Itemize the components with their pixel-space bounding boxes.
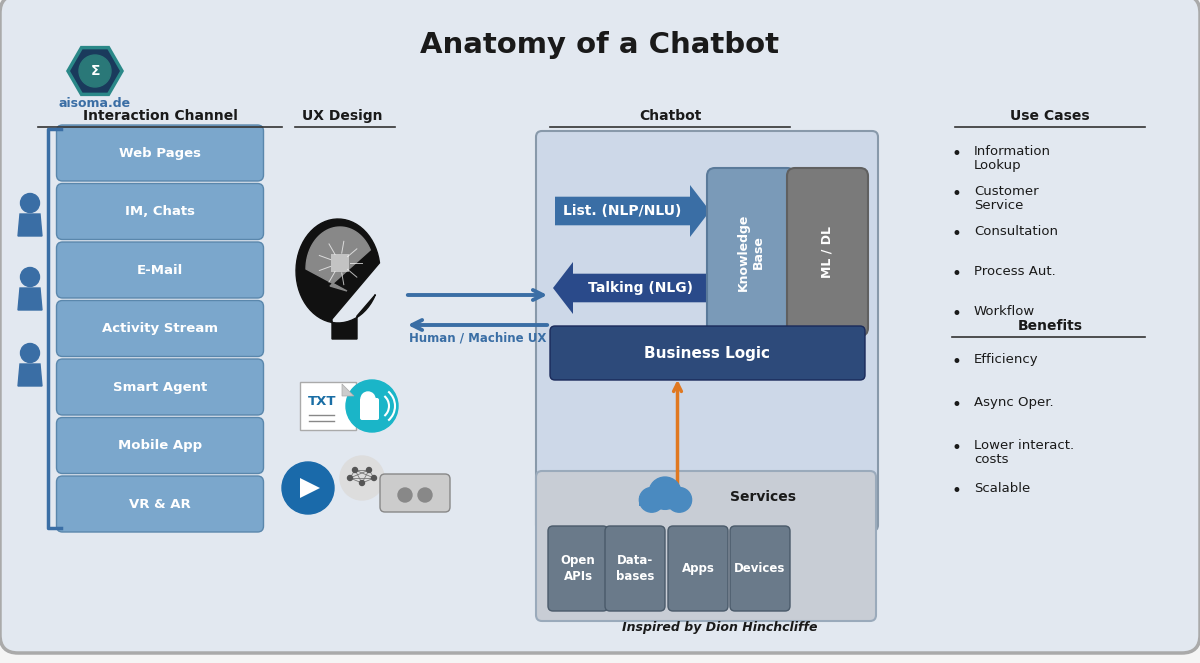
Text: Use Cases: Use Cases: [1010, 109, 1090, 123]
Text: List. (NLP/NLU): List. (NLP/NLU): [563, 204, 682, 218]
Text: Web Pages: Web Pages: [119, 147, 202, 160]
Text: Open
APIs: Open APIs: [560, 554, 595, 583]
FancyBboxPatch shape: [331, 254, 349, 272]
FancyBboxPatch shape: [56, 300, 264, 357]
Text: TXT: TXT: [307, 394, 336, 408]
Text: Activity Stream: Activity Stream: [102, 322, 218, 335]
Circle shape: [20, 267, 40, 286]
Circle shape: [667, 487, 691, 512]
Text: Business Logic: Business Logic: [644, 345, 770, 361]
Text: Anatomy of a Chatbot: Anatomy of a Chatbot: [420, 31, 780, 59]
Text: •: •: [952, 353, 962, 371]
Text: •: •: [952, 185, 962, 203]
Text: Information
Lookup: Information Lookup: [974, 145, 1051, 172]
FancyBboxPatch shape: [56, 476, 264, 532]
Text: Talking (NLG): Talking (NLG): [588, 281, 694, 295]
Circle shape: [649, 477, 682, 509]
Polygon shape: [296, 219, 379, 339]
FancyBboxPatch shape: [56, 125, 264, 181]
Polygon shape: [553, 262, 708, 314]
Text: Interaction Channel: Interaction Channel: [83, 109, 238, 123]
Circle shape: [360, 481, 365, 485]
Text: Apps: Apps: [682, 562, 714, 575]
Text: ML / DL: ML / DL: [821, 226, 834, 278]
Text: Workflow: Workflow: [974, 305, 1036, 318]
Text: Data-
bases: Data- bases: [616, 554, 654, 583]
Text: Services: Services: [730, 490, 796, 504]
Circle shape: [79, 55, 112, 87]
Text: IM, Chats: IM, Chats: [125, 205, 194, 218]
Polygon shape: [306, 227, 371, 291]
Circle shape: [372, 475, 377, 481]
Circle shape: [348, 475, 353, 481]
FancyBboxPatch shape: [56, 418, 264, 473]
Text: Σ: Σ: [90, 64, 100, 78]
Circle shape: [340, 456, 384, 500]
FancyBboxPatch shape: [536, 471, 876, 621]
Text: VR & AR: VR & AR: [130, 497, 191, 511]
FancyBboxPatch shape: [605, 526, 665, 611]
Text: Mobile App: Mobile App: [118, 439, 202, 452]
Circle shape: [361, 392, 374, 406]
FancyBboxPatch shape: [380, 474, 450, 512]
FancyBboxPatch shape: [536, 131, 878, 531]
FancyBboxPatch shape: [707, 168, 796, 336]
Polygon shape: [18, 288, 42, 310]
Text: Lower interact.
costs: Lower interact. costs: [974, 439, 1074, 466]
FancyBboxPatch shape: [300, 382, 356, 430]
FancyBboxPatch shape: [668, 526, 728, 611]
Text: Chatbot: Chatbot: [638, 109, 701, 123]
Text: Benefits: Benefits: [1018, 319, 1082, 333]
Circle shape: [20, 343, 40, 363]
Text: E-Mail: E-Mail: [137, 263, 184, 276]
Text: •: •: [952, 396, 962, 414]
Polygon shape: [18, 364, 42, 386]
Polygon shape: [18, 214, 42, 236]
FancyBboxPatch shape: [360, 398, 379, 420]
Circle shape: [20, 194, 40, 213]
Text: Efficiency: Efficiency: [974, 353, 1039, 366]
FancyBboxPatch shape: [730, 526, 790, 611]
Text: •: •: [952, 305, 962, 323]
Text: Consultation: Consultation: [974, 225, 1058, 238]
Circle shape: [353, 467, 358, 473]
Text: Devices: Devices: [734, 562, 786, 575]
Polygon shape: [342, 384, 354, 396]
FancyBboxPatch shape: [550, 326, 865, 380]
Text: Human / Machine UX: Human / Machine UX: [409, 332, 547, 345]
Text: Customer
Service: Customer Service: [974, 185, 1039, 212]
FancyBboxPatch shape: [56, 242, 264, 298]
FancyBboxPatch shape: [56, 184, 264, 239]
Text: •: •: [952, 225, 962, 243]
Text: •: •: [952, 439, 962, 457]
Text: •: •: [952, 482, 962, 500]
Circle shape: [282, 462, 334, 514]
Polygon shape: [300, 478, 320, 498]
Text: •: •: [952, 145, 962, 163]
FancyBboxPatch shape: [56, 359, 264, 415]
Text: Scalable: Scalable: [974, 482, 1031, 495]
Circle shape: [418, 488, 432, 502]
Text: Async Oper.: Async Oper.: [974, 396, 1054, 409]
Text: Inspired by Dion Hinchcliffe: Inspired by Dion Hinchcliffe: [623, 621, 817, 634]
FancyBboxPatch shape: [548, 526, 608, 611]
Circle shape: [358, 269, 362, 274]
Polygon shape: [554, 185, 710, 237]
Circle shape: [640, 487, 664, 512]
Text: Knowledge
Base: Knowledge Base: [737, 213, 766, 290]
Text: Process Aut.: Process Aut.: [974, 265, 1056, 278]
Circle shape: [398, 488, 412, 502]
Circle shape: [346, 380, 398, 432]
Text: Smart Agent: Smart Agent: [113, 381, 208, 394]
Circle shape: [366, 467, 372, 473]
Text: UX Design: UX Design: [301, 109, 383, 123]
Text: aisoma.de: aisoma.de: [59, 97, 131, 109]
FancyBboxPatch shape: [640, 496, 691, 506]
FancyBboxPatch shape: [787, 168, 868, 336]
Text: •: •: [952, 265, 962, 283]
